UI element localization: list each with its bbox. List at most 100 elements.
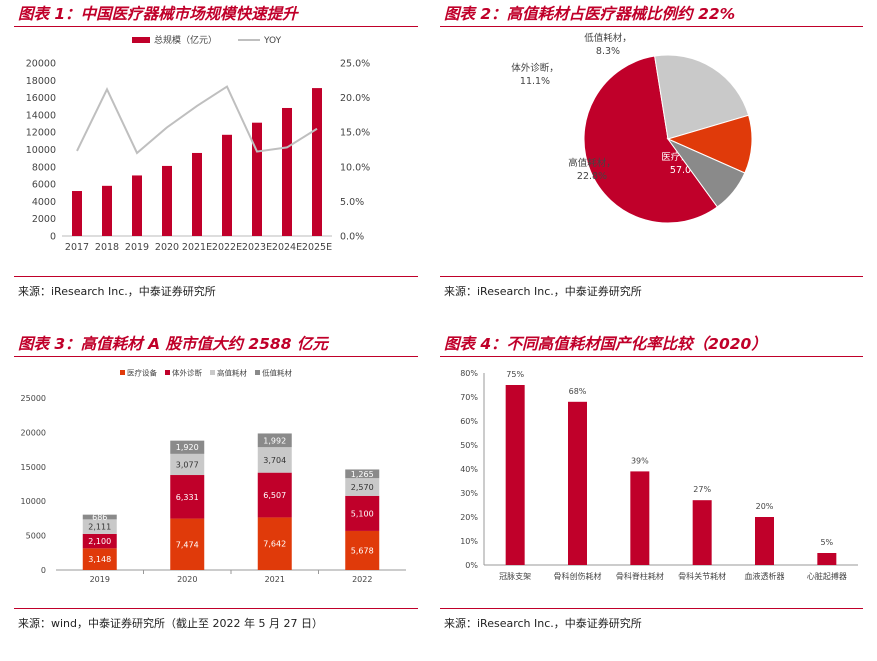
source-note: 来源：iResearch Inc.，中泰证券研究所 — [14, 276, 418, 301]
bar — [817, 553, 837, 565]
x-tick-label: 2023E — [242, 242, 272, 253]
legend-swatch — [120, 370, 125, 375]
y-tick-label: 12000 — [26, 128, 56, 139]
y-tick-label: 10000 — [21, 497, 46, 506]
y-tick-label: 18000 — [26, 76, 56, 87]
panel-market-cap: 图表 3：高值耗材 A 股市值大约 2588 亿元 0 5000 10000 1500… — [14, 330, 418, 636]
y-tick-label: 30% — [460, 489, 478, 498]
bar — [505, 385, 525, 565]
panel-title-bar: 图表 4：不同高值耗材国产化率比较（2020） — [440, 330, 863, 357]
y-tick-label: 20% — [460, 513, 478, 522]
panel-title-bar: 图表 2：高值耗材占医疗器械比例约 22% — [440, 0, 863, 27]
x-tick-label: 冠脉支架 — [499, 571, 531, 581]
chart-title: 图表 4：不同高值耗材国产化率比较（2020） — [444, 335, 767, 353]
bar — [162, 165, 172, 236]
market-size-chart: 0 2000 4000 6000 8000 10000 12000 14000 16000 180… — [26, 34, 370, 253]
x-tick-label: 2018 — [95, 242, 119, 253]
x-tick-label: 2021E — [182, 242, 212, 253]
bar — [192, 152, 202, 236]
x-tick-label: 2017 — [65, 242, 89, 253]
pie-slice — [666, 137, 746, 208]
legend-swatch — [165, 370, 170, 375]
chart-title: 图表 2：高值耗材占医疗器械比例约 22% — [444, 5, 736, 23]
bar-value-label: 75% — [506, 370, 524, 379]
segment-label: 3,077 — [176, 460, 199, 469]
y-tick-label: 0 — [50, 232, 56, 243]
source-text: 来源：iResearch Inc.，中泰证券研究所 — [444, 285, 642, 298]
segment-label: 1,920 — [176, 443, 199, 452]
stacked-segment — [82, 548, 117, 570]
y2-tick-label: 20.0% — [340, 93, 370, 104]
y-tick-label: 6000 — [32, 180, 56, 191]
stacked-segment — [82, 519, 117, 534]
y-tick-label: 40% — [460, 465, 478, 474]
bar — [568, 401, 587, 565]
y2-tick-label: 10.0% — [340, 162, 370, 173]
y-tick-label: 16000 — [26, 93, 56, 104]
market-cap-stacked-chart: 0 5000 10000 15000 20000 25000 3,148 2,100 2,111… — [21, 368, 406, 584]
stacked-segment — [345, 469, 380, 479]
slice-value: 8.3% — [596, 46, 620, 57]
segment-label: 2,100 — [88, 537, 111, 546]
segment-label: 3,704 — [263, 456, 286, 465]
stacked-segment — [170, 475, 205, 519]
bar — [132, 175, 142, 236]
y2-tick-label: 5.0% — [340, 197, 364, 208]
legend-swatch-bars — [132, 37, 150, 43]
stacked-segment — [170, 440, 205, 454]
x-tick-label: 2019 — [90, 575, 110, 584]
legend-swatch — [210, 370, 215, 375]
bar-value-label: 27% — [693, 485, 711, 494]
legend-label: 体外诊断 — [172, 368, 202, 378]
panel-title-bar: 图表 1：中国医疗器械市场规模快速提升 — [14, 0, 418, 27]
bar — [252, 122, 262, 236]
x-tick-label: 2020 — [155, 242, 179, 253]
bar — [755, 517, 774, 565]
source-text: 来源：iResearch Inc.，中泰证券研究所 — [18, 285, 216, 298]
stacked-segment — [82, 514, 117, 520]
stacked-segment — [345, 478, 380, 496]
y-tick-label: 20000 — [26, 59, 56, 70]
x-tick-label: 2021 — [265, 575, 285, 584]
y-tick-label: 20000 — [21, 428, 46, 437]
stacked-segment — [345, 530, 380, 570]
legend-label: YOY — [263, 36, 282, 46]
bar — [312, 88, 322, 237]
bar — [630, 471, 650, 565]
stacked-segment — [257, 517, 292, 570]
bar-value-label: 20% — [756, 502, 774, 511]
x-tick-label: 2020 — [177, 575, 197, 584]
y-tick-label: 4000 — [32, 197, 56, 208]
y-tick-label: 15000 — [21, 463, 46, 472]
y-tick-label: 60% — [460, 417, 478, 426]
segment-label: 686 — [92, 513, 107, 522]
localization-rate-chart: 0% 10% 20% 30% 40% 50% 60% 70% 80% 75% 冠脉支架 68% 骨科创伤… — [460, 369, 858, 581]
segment-label: 2,570 — [351, 483, 374, 492]
device-share-pie: 医疗设备，57.0%高值耗材，22.8%体外诊断，11.1%低值耗材，8.3% — [511, 32, 753, 224]
x-tick-label: 骨科创伤耗材 — [554, 571, 602, 581]
stacked-segment — [257, 472, 292, 518]
slice-value: 11.1% — [520, 76, 550, 87]
stacked-segment — [170, 518, 205, 570]
yoy-line — [76, 85, 318, 155]
x-tick-label: 骨科脊柱耗材 — [616, 571, 664, 581]
bar — [72, 191, 82, 236]
chart-title: 图表 1：中国医疗器械市场规模快速提升 — [18, 5, 298, 23]
source-text: 来源：wind，中泰证券研究所（截止至 2022 年 5 月 27 日） — [18, 617, 323, 630]
bar-value-label: 68% — [569, 387, 587, 396]
segment-label: 6,507 — [263, 491, 286, 500]
y-tick-label: 2000 — [32, 214, 56, 225]
stacked-segment — [345, 495, 380, 531]
segment-label: 5,100 — [351, 509, 374, 518]
y-tick-label: 80% — [460, 369, 478, 378]
source-text: 来源：iResearch Inc.，中泰证券研究所 — [444, 617, 642, 630]
stacked-segment — [170, 453, 205, 476]
pie-slice — [583, 55, 719, 224]
bar — [102, 185, 112, 236]
y-tick-label: 14000 — [26, 110, 56, 121]
x-tick-label: 2025E — [302, 242, 332, 253]
slice-value: 22.8% — [577, 171, 607, 182]
source-note: 来源：wind，中泰证券研究所（截止至 2022 年 5 月 27 日） — [14, 608, 418, 633]
y-tick-label: 10% — [460, 537, 478, 546]
segment-label: 1,265 — [351, 470, 374, 479]
